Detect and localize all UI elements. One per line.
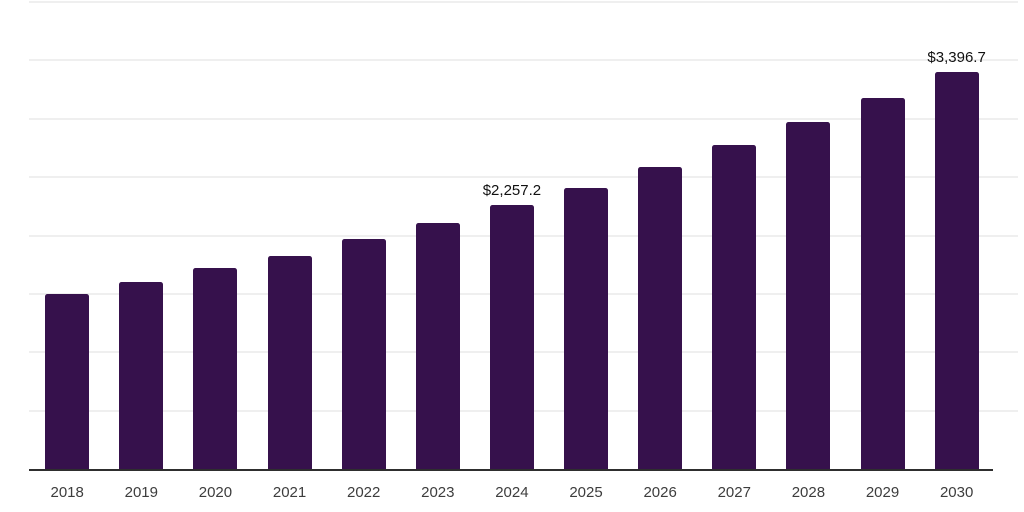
x-tick-2027: 2027: [717, 484, 751, 501]
bar-2019: [119, 282, 164, 469]
x-tick-2020: 2020: [198, 484, 233, 501]
bar-2029: [860, 97, 905, 469]
bar-2028: [786, 122, 831, 469]
x-tick-2028: 2028: [791, 484, 826, 501]
gridline-3500: [29, 59, 1018, 62]
x-tick-2029: 2029: [865, 484, 900, 501]
bar-2027: [712, 145, 757, 469]
x-tick-2022: 2022: [346, 484, 381, 501]
bar-2021: [267, 255, 312, 469]
data-label-2030: $3,396.7: [927, 49, 986, 67]
plot-area: $2,257.2 $3,396.7: [29, 1, 1018, 469]
bar-2025: [564, 187, 609, 469]
x-tick-2025: 2025: [569, 484, 603, 501]
bar-2020: [193, 268, 238, 469]
x-tick-2021: 2021: [272, 484, 307, 501]
bar-2018: [45, 294, 90, 469]
x-tick-2030: 2030: [939, 484, 974, 501]
x-tick-2019: 2019: [124, 484, 158, 501]
x-axis-line: [29, 468, 993, 471]
bar-2030: [934, 72, 979, 469]
x-tick-2018: 2018: [50, 484, 84, 501]
data-label-2024: $2,257.2: [482, 182, 542, 200]
x-tick-2023: 2023: [421, 484, 455, 501]
bar-2024: [489, 205, 534, 469]
x-tick-2024: 2024: [495, 484, 529, 501]
bar-2023: [415, 222, 460, 469]
gridline-4000: [29, 1, 1018, 3]
x-tick-2026: 2026: [643, 484, 677, 501]
bar-2022: [341, 239, 386, 469]
bar-2026: [638, 166, 683, 469]
